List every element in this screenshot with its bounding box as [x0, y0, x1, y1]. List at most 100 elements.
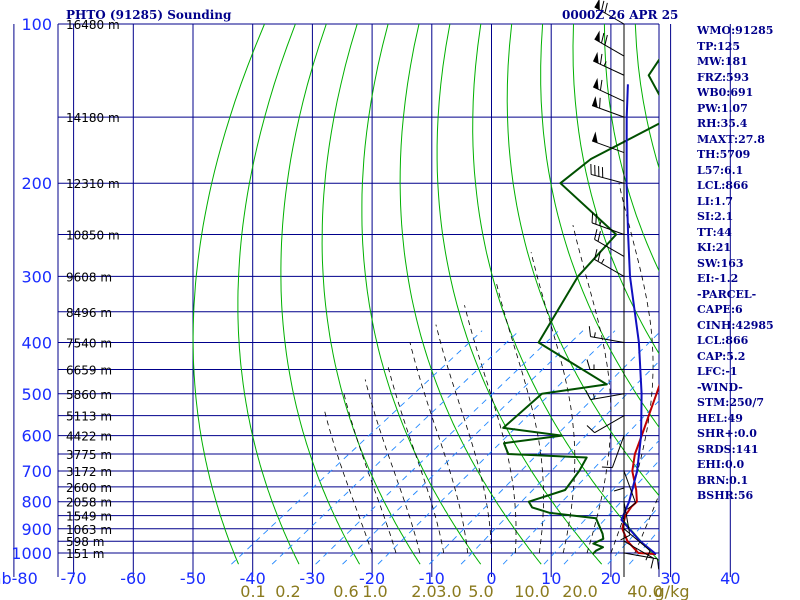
wind-barb-flag	[626, 502, 636, 510]
pressure-label: 700	[21, 462, 52, 481]
index-item: FRZ:593	[697, 70, 750, 84]
index-item: WB0:691	[697, 86, 754, 99]
moist-adiabat	[610, 183, 654, 554]
wind-barb-flag	[591, 212, 594, 223]
wind-barb	[591, 131, 625, 154]
mixing-ratio-line	[377, 330, 616, 565]
index-item: -WIND-	[697, 380, 743, 394]
pressure-label: 800	[21, 493, 52, 512]
mixing-ratio-line	[543, 439, 659, 565]
moist-adiabat	[496, 283, 544, 554]
height-label: 598 m	[66, 535, 104, 549]
stability-indices-panel: WMO:91285 TP:125 MW:181 FRZ:593 WB0:691 PW:1.…	[697, 23, 797, 504]
wind-barb	[623, 540, 654, 569]
wind-barb-pennant	[593, 77, 599, 90]
wind-barb-halfflag	[599, 220, 602, 226]
wind-barb-staff	[623, 470, 637, 504]
index-item: EI:-1.2	[697, 272, 739, 285]
height-label: 7540 m	[66, 336, 112, 350]
index-item: CINH:42985	[697, 318, 774, 332]
dry-adiabat	[399, 24, 542, 565]
mixing-ratio-line	[607, 506, 659, 565]
temperature-tick-label: -20	[359, 569, 385, 588]
temperature-tick-label: -70	[61, 569, 87, 588]
wind-barb-flag	[656, 558, 660, 570]
index-item: WMO:91285	[697, 24, 774, 37]
wind-barb-flag	[604, 34, 608, 46]
mixing-ratio-line	[315, 330, 559, 565]
wind-barb	[594, 249, 625, 277]
dry-adiabat	[237, 24, 300, 565]
temperature-tick-label: -30	[299, 569, 325, 588]
wind-barb-staff	[594, 258, 625, 277]
temperature-tick-label: 30	[660, 569, 680, 588]
wind-barb-staff	[611, 435, 625, 468]
wind-barb-halfflag	[593, 332, 596, 338]
index-item: SW:163	[697, 256, 744, 270]
wind-barb	[623, 552, 660, 570]
wind-barb-staff	[623, 528, 651, 552]
mixing-ratio-line	[460, 360, 659, 565]
mixing-ratio-line	[271, 330, 520, 565]
wind-barb-staff	[591, 173, 625, 184]
wind-barb-flag	[604, 2, 608, 14]
height-label: 2600 m	[66, 481, 112, 495]
wind-barb-halfflag	[593, 393, 595, 400]
wind-barb-flag	[599, 53, 603, 65]
temperature-tick-label: mb-80	[0, 569, 38, 588]
index-item: CAP:5.2	[697, 349, 746, 363]
height-label: 5113 m	[66, 410, 112, 424]
height-label: 2058 m	[66, 496, 112, 510]
dry-adiabat	[572, 24, 659, 355]
index-item: SRDS:141	[697, 442, 759, 456]
index-item: SI:2.1	[697, 210, 734, 223]
parcel-path	[620, 84, 657, 555]
wind-barb-pennant	[594, 0, 600, 10]
mixing-ratio-line	[628, 529, 659, 565]
index-item: MW:181	[697, 55, 748, 68]
dry-adiabat	[603, 24, 659, 272]
dry-adiabat	[192, 24, 265, 565]
wind-barb	[590, 163, 625, 184]
index-item: LFC:-1	[697, 365, 738, 378]
moist-adiabat	[409, 342, 468, 554]
wind-barb-flag	[585, 390, 591, 400]
wind-barb-staff	[623, 540, 654, 559]
index-item: TT:44	[697, 225, 732, 239]
temperature-tick-label: -40	[240, 569, 266, 588]
wind-barb-staff	[590, 336, 625, 343]
pressure-label: 100	[21, 15, 52, 34]
wind-barb-staff	[591, 222, 625, 235]
wind-barb-staff	[594, 415, 625, 434]
index-item: TH:5709	[697, 148, 751, 161]
wind-barb	[592, 77, 625, 102]
wind-barb-flag	[594, 229, 598, 240]
mixing-ratio-label: 1.0	[362, 582, 387, 600]
wind-barb-flag	[600, 32, 605, 44]
wind-barb-pennant	[592, 131, 598, 143]
wind-barb-flag	[613, 487, 625, 492]
height-label: 10850 m	[66, 229, 120, 243]
height-label: 6659 m	[66, 364, 112, 378]
dry-adiabat	[321, 24, 421, 565]
mixing-ratio-line	[342, 330, 584, 565]
pressure-label: 300	[21, 267, 52, 286]
chart-title: PHTO (91285) Sounding	[66, 8, 232, 22]
wind-barb-staff	[590, 393, 625, 401]
temperature-tick-label: -10	[419, 569, 445, 588]
height-label: 12310 m	[66, 177, 120, 191]
moist-adiabat	[530, 252, 576, 554]
index-item: CAPE:6	[697, 303, 743, 316]
mixing-ratio-label: 5.0	[468, 582, 493, 600]
dry-adiabat	[280, 24, 361, 565]
moist-adiabat	[364, 379, 421, 554]
pressure-label: 600	[21, 427, 52, 446]
temperature-tick-label: 40	[720, 569, 740, 588]
wind-barb-pennant	[593, 51, 599, 64]
height-label: 151 m	[66, 547, 104, 561]
wind-barb	[623, 470, 637, 510]
pressure-label: 500	[21, 385, 52, 404]
temperature-tick-label: -60	[120, 569, 146, 588]
